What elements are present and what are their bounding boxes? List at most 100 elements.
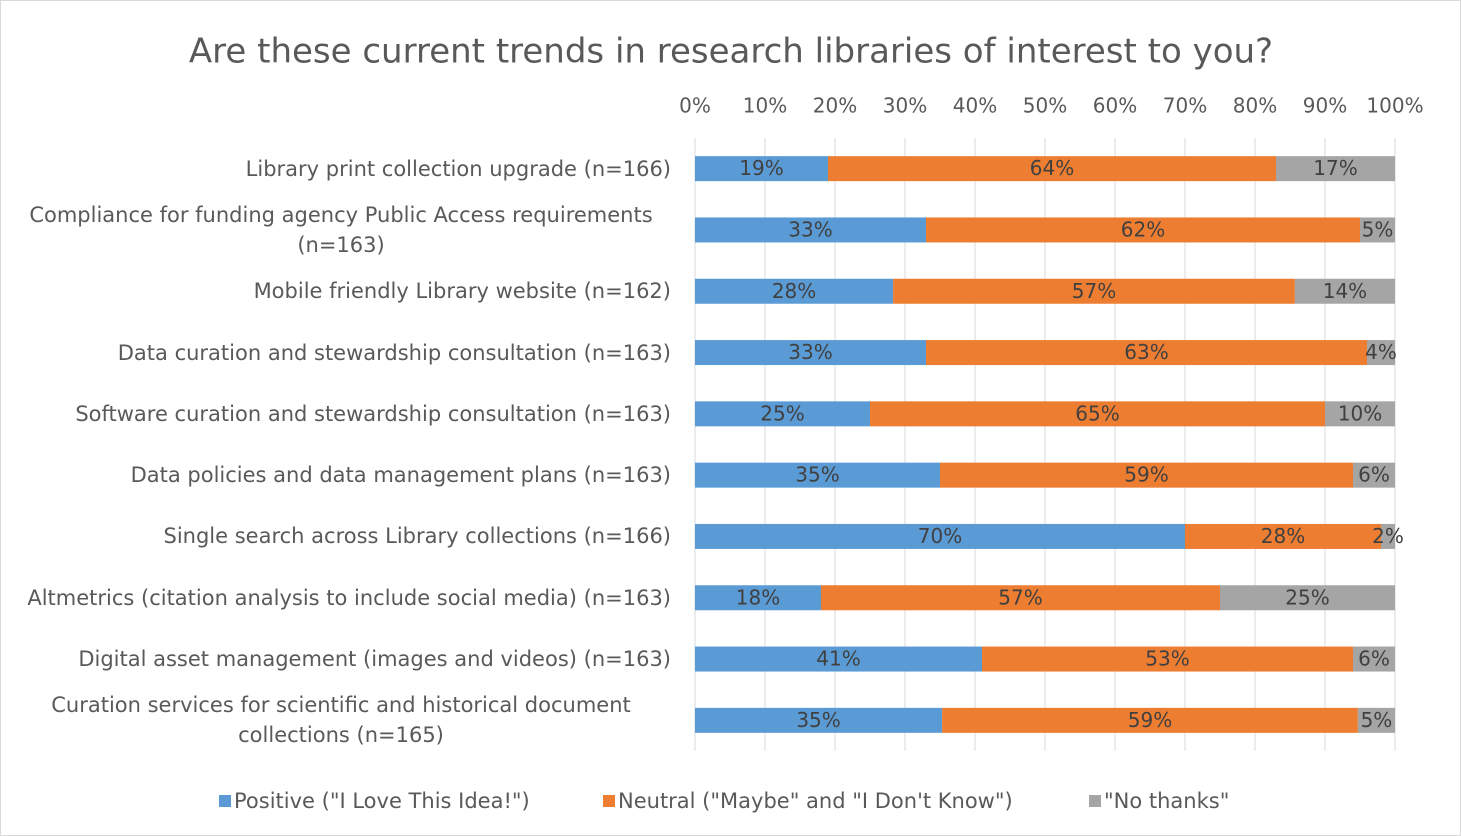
y-tick-label: Compliance for funding agency Public Acc… xyxy=(29,202,653,257)
legend-swatch xyxy=(603,795,615,807)
bar-segment xyxy=(1360,217,1395,243)
bar-segment xyxy=(940,462,1353,488)
y-tick-label: Curation services for scientific and his… xyxy=(51,693,631,748)
data-label: 63% xyxy=(1124,340,1168,364)
y-tick-label: Software curation and stewardship consul… xyxy=(75,401,671,426)
chart-title: Are these current trends in research lib… xyxy=(189,32,1273,72)
data-label: 33% xyxy=(788,340,832,364)
data-label: 53% xyxy=(1145,647,1189,671)
data-label: 59% xyxy=(1128,708,1172,732)
legend-swatch xyxy=(1089,795,1101,807)
bar-segment xyxy=(695,585,821,611)
data-label: 2% xyxy=(1372,524,1404,548)
data-label: 35% xyxy=(796,708,840,732)
y-tick-label: Library print collection upgrade (n=166) xyxy=(245,156,671,181)
x-tick-label: 10% xyxy=(743,94,787,118)
bar-segment xyxy=(1276,156,1395,182)
data-label: 5% xyxy=(1362,217,1394,241)
category-label-box: Digital asset management (images and vid… xyxy=(11,644,671,674)
bar-segment xyxy=(1353,646,1395,672)
data-label: 65% xyxy=(1075,401,1119,425)
bar-segment xyxy=(982,646,1353,672)
bar-segment xyxy=(695,217,926,243)
bar-segment xyxy=(695,156,828,182)
category-label-box: Data policies and data management plans … xyxy=(11,460,671,490)
y-tick-label: Single search across Library collections… xyxy=(163,524,671,549)
y-tick-label: Altmetrics (citation analysis to include… xyxy=(27,585,671,610)
bar-segment xyxy=(926,340,1367,366)
bar-segment xyxy=(695,646,982,672)
category-label-box: Single search across Library collections… xyxy=(11,521,671,551)
data-label: 17% xyxy=(1313,156,1357,180)
bar-segment xyxy=(1367,340,1395,366)
bar-segment xyxy=(695,340,926,366)
y-tick-label: Mobile friendly Library website (n=162) xyxy=(253,279,671,304)
category-label-box: Software curation and stewardship consul… xyxy=(11,399,671,429)
x-tick-label: 60% xyxy=(1093,94,1137,118)
data-label: 6% xyxy=(1358,463,1390,487)
bar-segment xyxy=(1185,523,1381,549)
bar-segment xyxy=(821,585,1220,611)
data-label: 10% xyxy=(1338,401,1382,425)
y-tick-label: Data policies and data management plans … xyxy=(130,463,671,488)
category-label-box: Altmetrics (citation analysis to include… xyxy=(11,583,671,613)
data-label: 25% xyxy=(760,401,804,425)
data-label: 64% xyxy=(1030,156,1074,180)
bar-segment xyxy=(942,707,1358,733)
data-label: 35% xyxy=(795,463,839,487)
bar-segment xyxy=(1353,462,1395,488)
bar-segment xyxy=(1220,585,1395,611)
bar-segment xyxy=(695,278,894,304)
legend-swatch xyxy=(219,795,231,807)
x-tick-label: 0% xyxy=(679,94,711,118)
x-tick-label: 70% xyxy=(1163,94,1207,118)
bar-segment xyxy=(893,278,1295,304)
data-label: 4% xyxy=(1365,340,1397,364)
bar-segment xyxy=(695,401,870,427)
data-label: 59% xyxy=(1124,463,1168,487)
x-tick-label: 20% xyxy=(813,94,857,118)
bar-segment xyxy=(926,217,1360,243)
x-tick-label: 30% xyxy=(883,94,927,118)
data-label: 33% xyxy=(788,217,832,241)
data-label: 6% xyxy=(1358,647,1390,671)
legend-label: "No thanks" xyxy=(1104,789,1229,813)
bar-segment xyxy=(828,156,1276,182)
x-tick-label: 50% xyxy=(1023,94,1067,118)
data-label: 62% xyxy=(1121,217,1165,241)
data-label: 57% xyxy=(1072,279,1116,303)
bar-segment xyxy=(1294,278,1395,304)
data-label: 18% xyxy=(736,585,780,609)
bar-segment xyxy=(1325,401,1395,427)
category-label-box: Data curation and stewardship consultati… xyxy=(11,338,671,368)
bar-segment xyxy=(695,523,1185,549)
bar-segment xyxy=(1381,523,1395,549)
y-tick-label: Data curation and stewardship consultati… xyxy=(117,340,671,365)
category-label-box: Library print collection upgrade (n=166) xyxy=(11,154,671,184)
data-label: 41% xyxy=(816,647,860,671)
category-label-box: Mobile friendly Library website (n=162) xyxy=(11,276,671,306)
x-tick-label: 40% xyxy=(953,94,997,118)
category-label-box: Curation services for scientific and his… xyxy=(11,690,671,750)
category-label-box: Compliance for funding agency Public Acc… xyxy=(11,200,671,260)
data-label: 57% xyxy=(998,585,1042,609)
x-tick-label: 80% xyxy=(1233,94,1277,118)
legend-label: Positive ("I Love This Idea!") xyxy=(234,789,530,813)
data-label: 70% xyxy=(918,524,962,548)
data-label: 5% xyxy=(1361,708,1393,732)
legend-label: Neutral ("Maybe" and "I Don't Know") xyxy=(618,789,1013,813)
data-label: 25% xyxy=(1285,585,1329,609)
y-tick-label: Digital asset management (images and vid… xyxy=(78,647,671,672)
data-label: 19% xyxy=(739,156,783,180)
bar-segment xyxy=(870,401,1325,427)
data-label: 28% xyxy=(1261,524,1305,548)
data-label: 28% xyxy=(772,279,816,303)
bar-segment xyxy=(695,707,943,733)
data-label: 14% xyxy=(1323,279,1367,303)
x-tick-label: 90% xyxy=(1303,94,1347,118)
bar-segment xyxy=(1357,707,1395,733)
x-tick-label: 100% xyxy=(1366,94,1423,118)
bar-segment xyxy=(695,462,940,488)
